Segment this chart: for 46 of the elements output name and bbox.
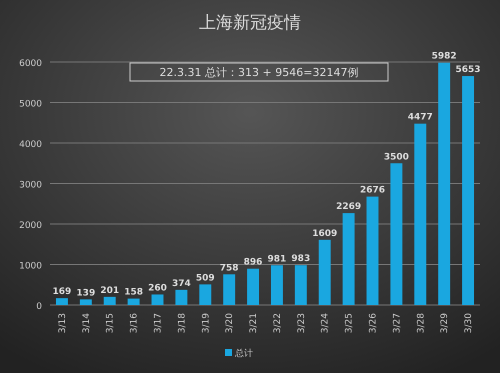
x-tick-label: 3/26 — [368, 312, 378, 334]
annotation: 22.3.31 总计：313 + 9546=32147例 — [160, 66, 358, 79]
x-tick-label: 3/14 — [82, 312, 92, 334]
y-tick-label: 6000 — [19, 59, 42, 69]
data-label: 139 — [76, 288, 96, 298]
x-tick-label: 3/24 — [320, 312, 331, 334]
data-label: 896 — [244, 258, 262, 268]
data-label: 2676 — [360, 186, 386, 196]
chart-title: 上海新冠疫情 — [199, 13, 301, 33]
x-tick-label: 3/29 — [440, 312, 450, 334]
data-label: 1609 — [312, 228, 338, 239]
x-tick-label: 3/16 — [130, 312, 140, 334]
x-tick-label: 3/18 — [177, 312, 188, 334]
x-tick-label: 3/17 — [154, 313, 164, 334]
x-tick-label: 3/13 — [58, 313, 68, 334]
data-label: 3500 — [384, 152, 409, 162]
x-tick-label: 3/15 — [106, 313, 116, 334]
y-tick-label: 0 — [36, 302, 42, 312]
data-label: 981 — [268, 254, 286, 264]
x-tick-label: 3/28 — [416, 312, 426, 334]
data-label: 169 — [52, 287, 72, 298]
legend-label: 总计 — [234, 348, 253, 359]
data-label: 509 — [196, 273, 215, 284]
data-label: 2269 — [336, 202, 362, 212]
x-tick-label: 3/20 — [225, 312, 236, 334]
x-tick-label: 3/23 — [296, 313, 307, 334]
x-tick-label: 3/27 — [392, 313, 402, 334]
x-tick-label: 3/25 — [344, 313, 355, 334]
y-tick-label: 3000 — [19, 180, 42, 190]
data-label: 201 — [100, 286, 120, 296]
x-tick-label: 3/22 — [272, 313, 283, 334]
y-tick-label: 5000 — [19, 100, 42, 110]
data-label: 5982 — [432, 52, 457, 62]
data-label: 260 — [148, 283, 167, 294]
y-tick-label: 2000 — [19, 221, 42, 231]
data-label: 4477 — [408, 112, 433, 123]
y-tick-label: 4000 — [19, 140, 42, 150]
data-label: 374 — [172, 278, 191, 289]
data-label: 5653 — [456, 65, 481, 76]
x-tick-label: 3/19 — [201, 312, 212, 334]
y-tick-label: 1000 — [19, 262, 42, 272]
x-tick-label: 3/21 — [249, 313, 260, 334]
data-label: 983 — [291, 254, 310, 264]
data-label: 158 — [124, 288, 144, 298]
x-tick-label: 3/30 — [464, 312, 474, 334]
data-label: 758 — [220, 263, 239, 274]
